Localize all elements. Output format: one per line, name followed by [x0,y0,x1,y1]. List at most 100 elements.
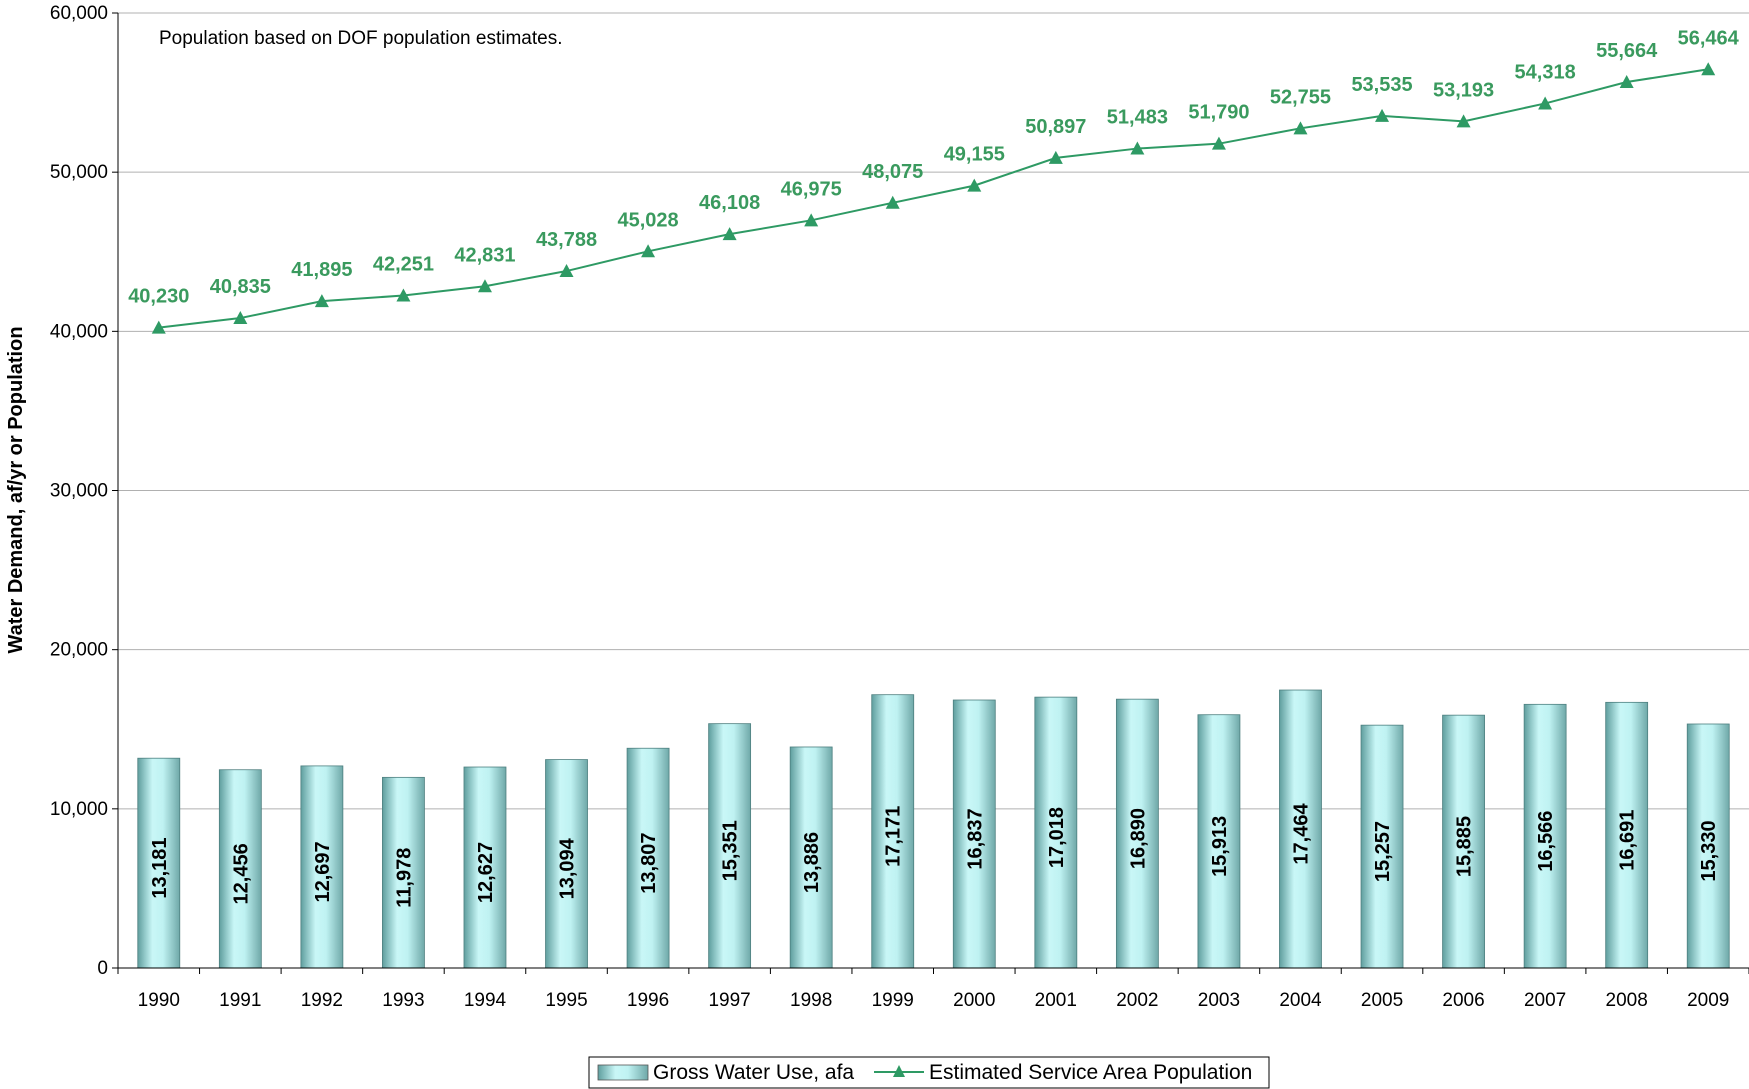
x-tick-label: 1990 [138,990,180,1011]
population-value-label: 56,464 [1678,27,1740,49]
legend: Gross Water Use, afa Estimated Service A… [588,1056,1270,1089]
population-marker [1130,141,1145,155]
x-tick-label: 2001 [1035,990,1077,1011]
population-value-label: 43,788 [536,229,597,251]
bar [382,776,425,969]
x-tick-label: 1998 [790,990,832,1011]
population-value-label: 52,755 [1270,86,1331,108]
population-value-label: 41,895 [291,259,352,281]
x-tick-label: 2009 [1687,990,1729,1011]
bar [300,765,344,969]
bar [1360,724,1404,969]
population-marker [1375,108,1390,122]
x-tick-label: 1997 [708,990,750,1011]
bar-value-label: 15,913 [1209,816,1231,877]
population-marker [1701,62,1716,76]
y-tick-label: 30,000 [50,481,108,502]
population-value-label: 49,155 [944,144,1005,166]
bar-value-label: 15,885 [1454,816,1476,877]
bar-value-label: 15,351 [720,820,742,881]
population-value-label: 40,835 [210,276,271,298]
bar-value-label: 16,890 [1127,808,1149,869]
legend-line-label: Estimated Service Area Population [929,1061,1252,1084]
gridlines [118,12,1749,810]
bar [1686,723,1730,969]
legend-box [588,1056,1270,1089]
bar [1279,689,1322,969]
population-value-label: 53,193 [1433,79,1494,101]
population-marker [641,244,656,258]
legend-bar-label: Gross Water Use, afa [653,1061,854,1084]
bar [871,694,915,969]
y-tick-label: 50,000 [50,162,108,183]
chart-annotation: Population based on DOF population estim… [159,28,562,49]
bar-value-label: 16,566 [1535,811,1557,872]
bar-value-label: 13,886 [801,832,823,893]
x-tick-label: 1994 [464,990,507,1011]
x-tick-label: 2005 [1361,990,1403,1011]
bar-value-label: 17,171 [883,806,905,867]
population-value-label: 42,831 [454,244,515,266]
y-tick-label: 60,000 [50,3,108,24]
population-value-label: 42,251 [373,254,434,276]
bar-value-label: 13,807 [638,833,660,894]
population-marker [477,279,492,293]
x-tick-label: 1996 [627,990,669,1011]
population-marker [1048,150,1063,164]
y-axis-label: Water Demand, af/yr or Population [5,326,27,653]
population-value-label: 48,075 [862,161,923,183]
bar [1605,701,1649,969]
bar [1034,696,1078,969]
population-marker [151,320,166,334]
population-value-label: 40,230 [128,286,189,308]
population-line [151,62,1716,334]
population-marker [885,195,900,209]
population-value-label: 46,975 [781,178,842,200]
population-value-label: 45,028 [617,209,678,231]
x-tick-label: 1999 [872,990,914,1011]
population-marker [1619,75,1634,89]
population-marker [233,311,248,325]
population-value-label: 54,318 [1515,61,1576,83]
x-tick-label: 1995 [545,990,587,1011]
x-tick-label: 1993 [382,990,424,1011]
population-marker [722,227,737,241]
population-value-label: 50,897 [1025,116,1086,138]
x-tick-label: 2000 [953,990,995,1011]
legend-bar-swatch [597,1064,649,1081]
axes: 0 10,000 20,000 30,000 40,000 50,000 60,000 199… [50,3,1749,1011]
population-marker [967,178,982,192]
bar-value-label: 17,018 [1046,807,1068,868]
bars [137,689,1730,969]
population-value-label: 51,483 [1107,107,1168,129]
x-tick-label: 2008 [1606,990,1648,1011]
bar-value-label: 13,181 [149,838,171,899]
population-marker [1211,136,1226,150]
bar [1115,698,1159,969]
y-tick-label: 20,000 [50,640,108,661]
bar-value-label: 17,464 [1290,803,1312,865]
x-tick-label: 2003 [1198,990,1240,1011]
bar [1442,714,1485,969]
bar [708,723,752,969]
bar [463,766,507,969]
bar-value-label: 16,837 [964,808,986,869]
population-marker [1538,96,1553,110]
bar-value-label: 11,978 [393,848,415,908]
population-marker [1456,114,1471,128]
y-tick-label: 40,000 [50,321,108,342]
population-marker [1293,121,1308,135]
population-marker [314,294,329,308]
x-tick-label: 1991 [219,990,261,1011]
x-tick-label: 2002 [1116,990,1158,1011]
population-value-label: 46,108 [699,192,760,214]
x-tick-label: 2006 [1442,990,1484,1011]
population-series-line [158,68,1709,329]
bar-value-label: 12,456 [230,843,252,904]
data-labels: 13,181 12,456 12,697 11,978 12,627 13,094 13,8… [128,27,1739,907]
population-marker [559,264,574,278]
population-value-label: 51,790 [1188,102,1249,124]
population-marker [804,213,819,227]
legend-line-marker [893,1065,905,1077]
